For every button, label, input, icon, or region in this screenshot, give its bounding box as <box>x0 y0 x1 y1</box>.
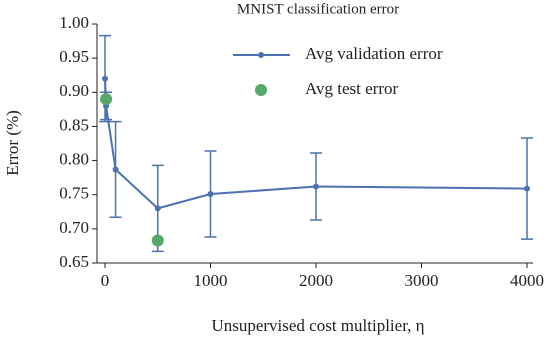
point <box>524 185 530 192</box>
x-tick-label: 0 <box>101 271 110 290</box>
y-tick-label: 0.75 <box>59 184 89 203</box>
y-tick-label: 0.80 <box>59 149 89 168</box>
point <box>313 183 320 190</box>
x-tick-label: 4000 <box>510 271 544 290</box>
x-tick-label: 2000 <box>299 271 333 290</box>
y-axis-label: Error (%) <box>3 110 22 176</box>
point <box>207 191 214 198</box>
point <box>100 93 113 106</box>
point <box>112 166 119 173</box>
y-tick-label: 0.85 <box>59 115 89 134</box>
chart-title: MNIST classification error <box>237 1 399 17</box>
x-tick-label: 3000 <box>405 271 439 290</box>
legend-marker <box>258 52 264 58</box>
legend-label: Avg test error <box>305 79 398 98</box>
y-tick-label: 0.95 <box>59 47 89 66</box>
point <box>102 75 109 82</box>
x-axis-label: Unsupervised cost multiplier, η <box>211 316 424 335</box>
y-tick-label: 1.00 <box>59 13 89 32</box>
legend-label: Avg validation error <box>305 44 443 63</box>
x-tick-label: 1000 <box>194 271 228 290</box>
y-tick-label: 0.65 <box>59 252 89 271</box>
y-tick-label: 0.70 <box>59 218 89 237</box>
y-tick-label: 0.90 <box>59 81 89 100</box>
point <box>154 205 161 212</box>
legend-marker <box>255 84 267 96</box>
point <box>151 234 164 247</box>
